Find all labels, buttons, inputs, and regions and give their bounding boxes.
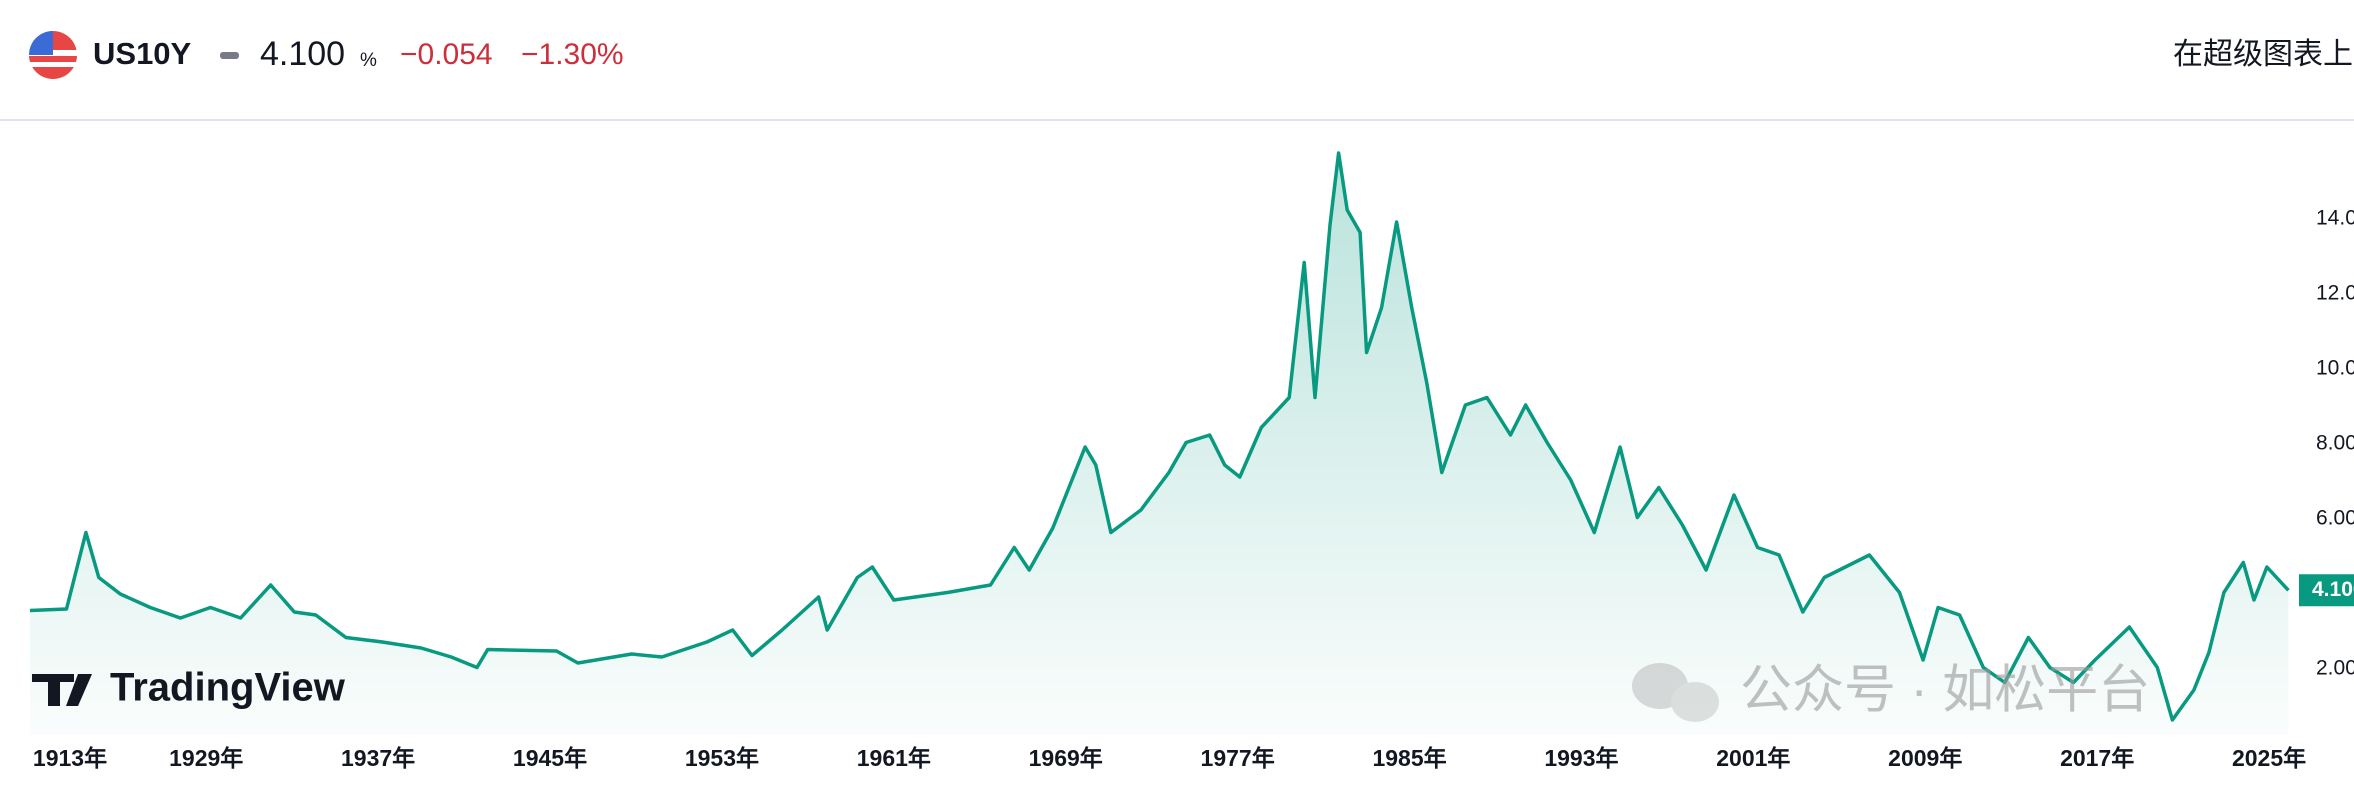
- last-price-label: 4.100: [2312, 578, 2354, 601]
- tv-logo: [32, 674, 92, 706]
- price-unit: %: [360, 50, 377, 71]
- price: 4.100: [260, 35, 345, 73]
- wechat-overlay: 公众号 · 如松平台: [1740, 662, 2150, 720]
- x-tick-label: 1993年: [1544, 745, 1618, 771]
- x-tick-label: 1945年: [513, 745, 587, 771]
- plot: 2.00 6.00 8.00 10.00 12.00 14.00 1913年 1929年 193…: [29, 151, 2354, 771]
- flag-icon: [29, 31, 77, 79]
- line: [29, 151, 2290, 722]
- supercharts-icon[interactable]: [2098, 38, 2160, 78]
- change-pct: −1.30%: [521, 38, 624, 71]
- y-tick-label: 10.00: [2316, 357, 2354, 380]
- x-tick-label: 2017年: [2060, 745, 2134, 771]
- last-price-badge: [2299, 574, 2354, 607]
- change: −0.054: [400, 38, 493, 71]
- x-tick-label: 2009年: [1888, 745, 1962, 771]
- x-tick-label: 1913年: [33, 745, 107, 771]
- area-fill: [30, 153, 2289, 735]
- y-tick-label: 14.00: [2316, 207, 2354, 230]
- x-tick-label: 1969年: [1029, 745, 1103, 771]
- wechat-icon: [1632, 663, 1719, 722]
- y-tick-label: 12.00: [2316, 282, 2354, 305]
- x-tick-label: 2025年: [2232, 745, 2306, 771]
- x-tick-label: 1953年: [685, 745, 759, 771]
- x-tick-label: 1937年: [341, 745, 415, 771]
- x-tick-label: 1977年: [1201, 745, 1275, 771]
- open-supercharts[interactable]: 在超级图表上打开: [2173, 38, 2354, 71]
- x-tick-label: 1929年: [169, 745, 243, 771]
- y-tick-label: 2.00: [2316, 657, 2354, 680]
- watermark: TradingView: [110, 666, 346, 710]
- symbol: US10Y: [93, 36, 192, 71]
- y-tick-label: 6.00: [2316, 507, 2354, 530]
- x-tick-label: 2001年: [1716, 745, 1790, 771]
- x-tick-label: 1985年: [1372, 745, 1446, 771]
- y-tick-label: 8.00: [2316, 432, 2354, 455]
- x-tick-label: 1961年: [857, 745, 931, 771]
- status-icon: [220, 52, 239, 59]
